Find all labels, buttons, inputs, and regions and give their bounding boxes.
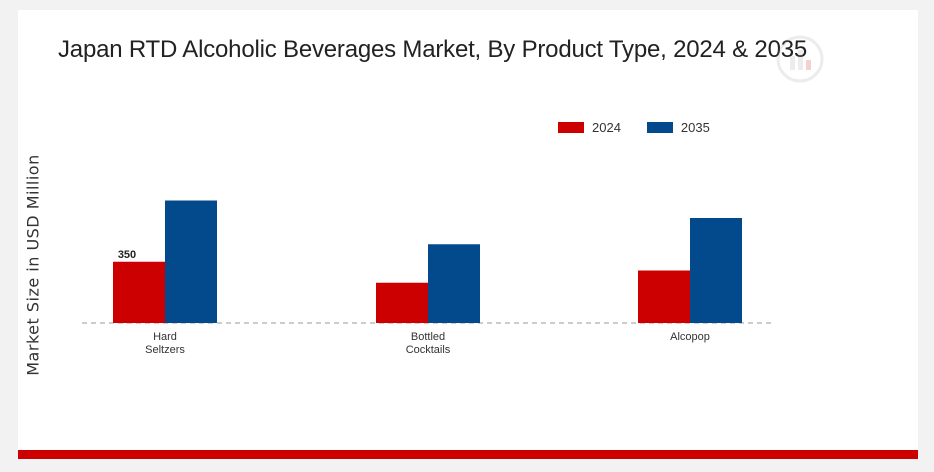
chart-title: Japan RTD Alcoholic Beverages Market, By… xyxy=(58,36,808,63)
legend-item-2024[interactable]: 2024 xyxy=(558,120,621,135)
legend-label-2024: 2024 xyxy=(592,120,621,135)
bar-2024-hard-seltzers[interactable] xyxy=(113,261,165,323)
legend-swatch-2035 xyxy=(646,122,673,133)
x-tick-label: Bottled Cocktails xyxy=(406,331,451,356)
x-tick-label: Hard Seltzers xyxy=(145,331,185,356)
legend: 2024 2035 xyxy=(558,120,736,135)
legend-item-2035[interactable]: 2035 xyxy=(646,120,710,135)
data-label: 350 xyxy=(118,249,136,261)
bar-2024-bottled-cocktails[interactable] xyxy=(376,282,428,323)
watermark-logo-icon xyxy=(776,35,824,83)
legend-label-2035: 2035 xyxy=(680,120,710,135)
bar-2035-alcopop[interactable] xyxy=(690,218,742,323)
x-tick-label: Alcopop xyxy=(670,331,710,343)
bar-2024-alcopop[interactable] xyxy=(638,270,690,324)
bar-2035-hard-seltzers[interactable] xyxy=(165,200,217,324)
bar-2035-bottled-cocktails[interactable] xyxy=(428,244,480,323)
footer-accent-bar xyxy=(18,450,918,459)
legend-swatch-2024 xyxy=(558,122,584,133)
